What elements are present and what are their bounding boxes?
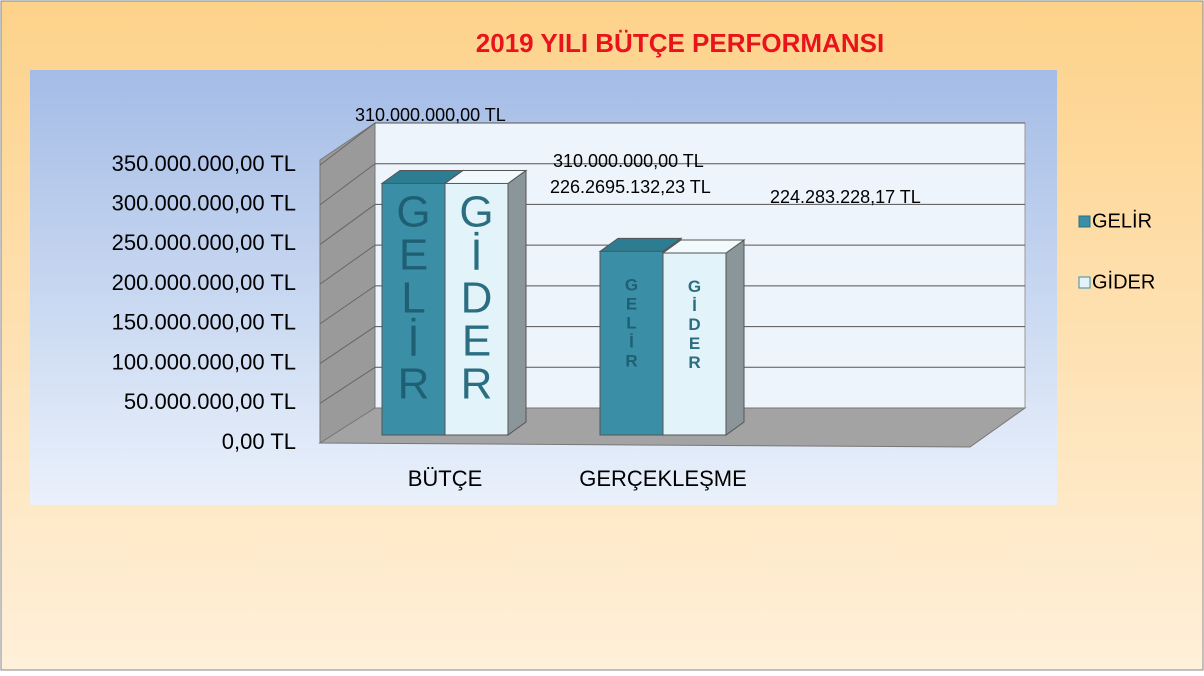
legend-swatch	[1078, 215, 1091, 228]
chart-title: 2019 YILI BÜTÇE PERFORMANSI	[476, 28, 884, 58]
grid-line	[319, 122, 376, 166]
data-label: 310.000.000,00 TL	[355, 105, 506, 125]
legend-label: GELİR	[1092, 209, 1152, 232]
bar	[381, 182, 446, 436]
bar	[662, 252, 727, 436]
bar-side	[725, 239, 745, 436]
legend-label: GİDER	[1092, 270, 1155, 293]
grid-line	[319, 163, 376, 206]
side-wall	[319, 122, 376, 444]
bar-inner-label: GİDER	[452, 187, 501, 402]
data-label: 224.283.228,17 TL	[770, 187, 921, 207]
grid-line	[319, 244, 376, 285]
y-tick-label: 350.000.000,00 TL	[112, 151, 296, 176]
bar-inner-label: GELİR	[622, 275, 641, 370]
y-tick-label: 150.000.000,00 TL	[112, 310, 296, 335]
grid-line	[319, 366, 376, 404]
bar-side	[507, 169, 527, 436]
data-label: 226.2695.132,23 TL	[550, 177, 711, 197]
bar	[444, 182, 509, 436]
grid-line	[319, 204, 376, 245]
legend-swatch	[1078, 276, 1091, 289]
grid-line	[319, 285, 376, 325]
y-tick-label: 300.000.000,00 TL	[112, 191, 296, 216]
grid-line	[319, 326, 376, 364]
y-tick-label: 0,00 TL	[222, 429, 296, 454]
bar-inner-label: GELİR	[389, 187, 438, 402]
x-tick-label: BÜTÇE	[408, 466, 483, 491]
y-tick-label: 50.000.000,00 TL	[124, 389, 296, 414]
y-tick-label: 200.000.000,00 TL	[112, 270, 296, 295]
x-tick-label: GERÇEKLEŞME	[579, 466, 747, 491]
bar-inner-label: GİDER	[685, 277, 704, 372]
y-tick-label: 250.000.000,00 TL	[112, 230, 296, 255]
bar	[599, 250, 664, 436]
y-tick-label: 100.000.000,00 TL	[112, 349, 296, 374]
data-label: 310.000.000,00 TL	[553, 151, 704, 171]
